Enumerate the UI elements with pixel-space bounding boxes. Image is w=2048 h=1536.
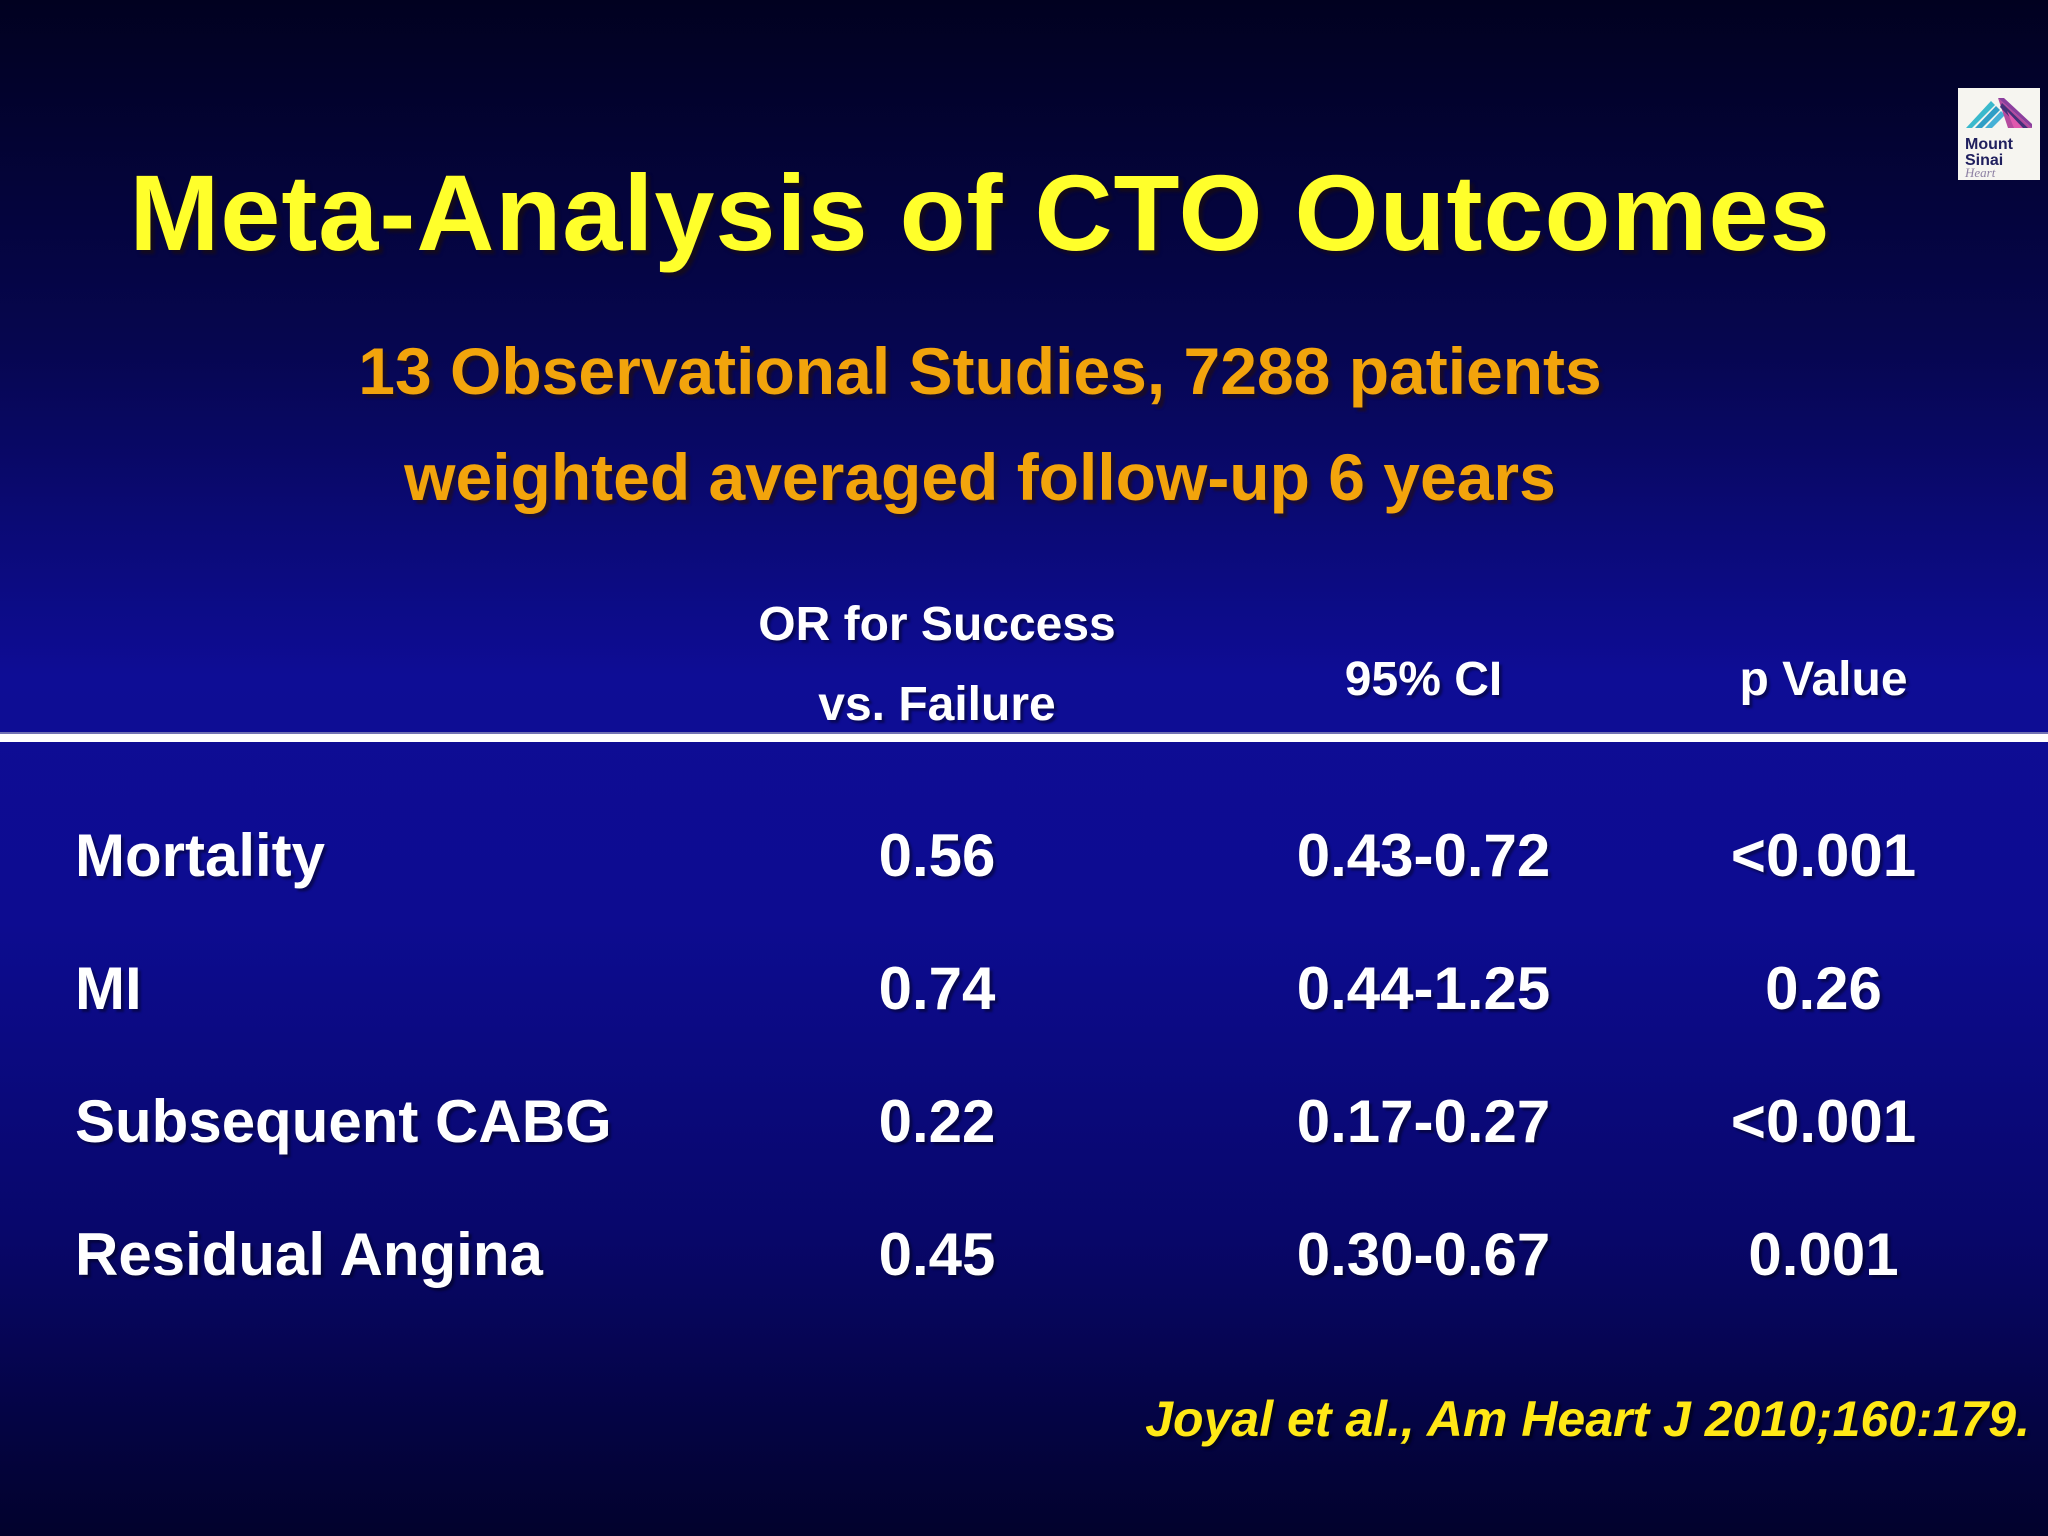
header-or-success-vs-failure: OR for Success vs. Failure — [686, 585, 1188, 745]
header-or-line-1: OR for Success — [758, 598, 1116, 651]
header-p-value: p Value — [1739, 653, 1908, 706]
row-mortality-p: <0.001 — [1730, 822, 1917, 889]
table-body: Mortality 0.56 0.43-0.72 <0.001 MI 0.74 … — [0, 789, 2048, 1321]
row-mortality-ci: 0.43-0.72 — [1296, 822, 1551, 889]
row-subsequent-cabg-ci: 0.17-0.27 — [1296, 1088, 1551, 1155]
row-mi-label: MI — [75, 955, 142, 1022]
page-title: Meta-Analysis of CTO Outcomes — [129, 152, 1831, 273]
row-residual-angina-or: 0.45 — [878, 1221, 996, 1288]
header-or-line-2: vs. Failure — [818, 678, 1056, 731]
row-mortality-or: 0.56 — [878, 822, 996, 889]
header-divider-line — [0, 734, 2048, 742]
logo-text-heart: Heart — [1964, 165, 1996, 180]
header-95-ci: 95% CI — [1344, 653, 1503, 706]
row-residual-angina-p: 0.001 — [1748, 1221, 1899, 1288]
row-subsequent-cabg-or: 0.22 — [878, 1088, 996, 1155]
slide-subtitle: 13 Observational Studies, 7288 patients … — [0, 318, 1960, 530]
subtitle-line-1: 13 Observational Studies, 7288 patients — [358, 334, 1602, 408]
mount-sinai-heart-logo-icon: Mount Sinai Heart — [1958, 88, 2040, 180]
row-residual-angina-label: Residual Angina — [75, 1221, 543, 1288]
citation-text: Joyal et al., Am Heart J 2010;160:179. — [1145, 1391, 2030, 1447]
row-mortality-label: Mortality — [75, 822, 326, 889]
row-mi-ci: 0.44-1.25 — [1296, 955, 1551, 1022]
row-subsequent-cabg-label: Subsequent CABG — [75, 1088, 612, 1155]
subtitle-line-2: weighted averaged follow-up 6 years — [404, 440, 1556, 514]
logo-text-sinai: Sinai — [1965, 152, 2003, 169]
row-mi-or: 0.74 — [878, 955, 996, 1022]
table-header-row: OR for Success vs. Failure 95% CI p Valu… — [0, 585, 2048, 735]
row-residual-angina-ci: 0.30-0.67 — [1296, 1221, 1551, 1288]
logo-text-mount: Mount — [1965, 136, 2014, 153]
row-subsequent-cabg-p: <0.001 — [1730, 1088, 1917, 1155]
row-mi-p: 0.26 — [1765, 955, 1882, 1022]
